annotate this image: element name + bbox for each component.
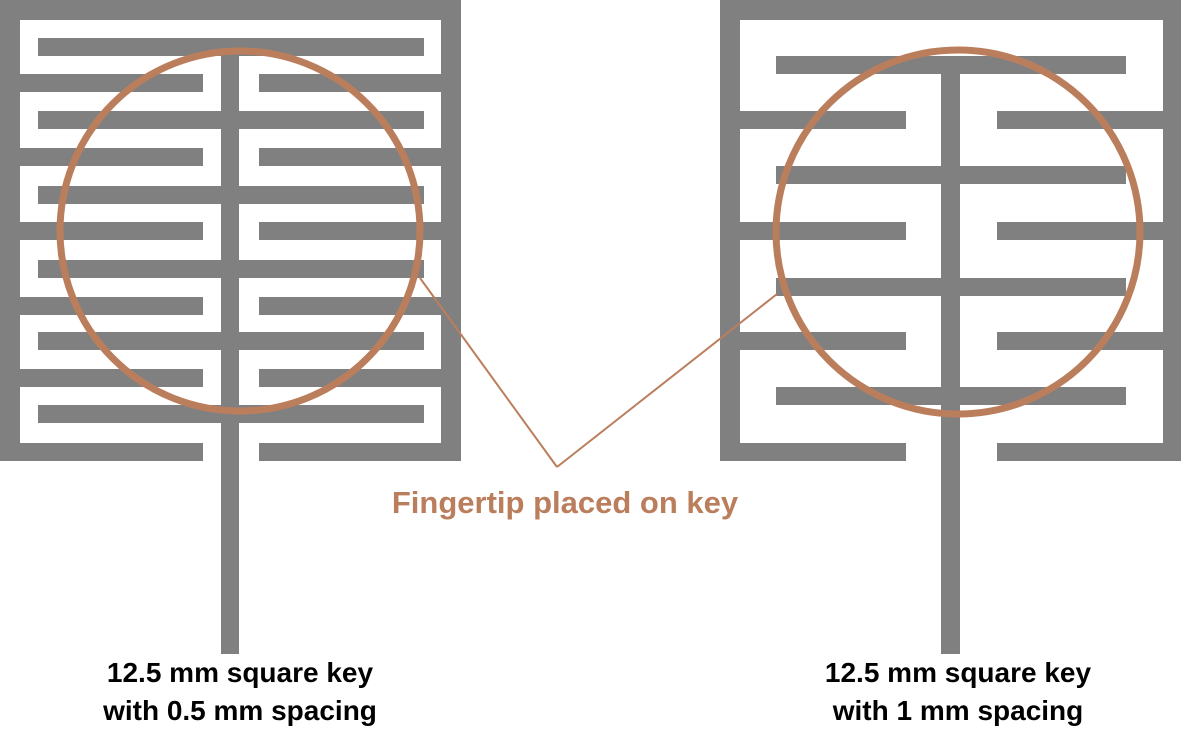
outer-electrode-top-bar bbox=[0, 0, 461, 20]
outer-electrode-finger-right bbox=[259, 148, 441, 166]
outer-electrode-left-bar bbox=[720, 0, 740, 461]
key-1mm-spacing-electrode bbox=[720, 0, 1181, 654]
outer-electrode-finger-right bbox=[997, 111, 1163, 129]
key-caption-right: 12.5 mm square key with 1 mm spacing bbox=[758, 654, 1158, 730]
outer-electrode-finger-left bbox=[20, 148, 203, 166]
outer-electrode-finger-left bbox=[740, 222, 906, 240]
inner-electrode-finger bbox=[38, 186, 424, 204]
outer-electrode-right-bar bbox=[1163, 0, 1181, 461]
inner-electrode-finger bbox=[38, 111, 424, 129]
outer-electrode-finger-right bbox=[259, 297, 441, 315]
callout-pointer-right bbox=[556, 293, 778, 468]
key-caption-right-line2: with 1 mm spacing bbox=[832, 695, 1084, 726]
outer-electrode-left-bar bbox=[0, 0, 20, 461]
fingertip-circle-right bbox=[772, 46, 1144, 418]
outer-electrode-finger-left bbox=[740, 332, 906, 350]
key-caption-right-line1: 12.5 mm square key bbox=[824, 657, 1092, 688]
fingertip-circle-left bbox=[56, 47, 424, 415]
callout-pointer-left bbox=[419, 277, 558, 468]
inner-electrode-finger bbox=[776, 166, 1126, 184]
outer-electrode-finger-left bbox=[20, 74, 203, 92]
key-caption-left-line2: with 0.5 mm spacing bbox=[103, 695, 377, 726]
outer-electrode-finger-right bbox=[997, 332, 1163, 350]
key-caption-left: 12.5 mm square key with 0.5 mm spacing bbox=[40, 654, 440, 730]
inner-electrode-spine bbox=[221, 56, 239, 654]
key-0-5mm-spacing-electrode bbox=[0, 0, 461, 654]
inner-electrode-finger bbox=[776, 56, 1126, 74]
inner-electrode-finger bbox=[776, 387, 1126, 405]
outer-electrode-finger-right bbox=[259, 369, 441, 387]
outer-electrode-finger-left bbox=[20, 369, 203, 387]
outer-electrode-right-bar bbox=[441, 0, 461, 461]
inner-electrode-finger bbox=[38, 332, 424, 350]
outer-electrode-bottom-right-bar bbox=[259, 443, 461, 461]
outer-electrode-bottom-right-bar bbox=[997, 443, 1181, 461]
inner-electrode-finger bbox=[38, 38, 424, 56]
outer-electrode-finger-left bbox=[20, 222, 203, 240]
outer-electrode-bottom-left-bar bbox=[0, 443, 203, 461]
outer-electrode-finger-right bbox=[997, 222, 1163, 240]
inner-electrode-finger bbox=[776, 278, 1126, 296]
outer-electrode-finger-left bbox=[740, 111, 906, 129]
outer-electrode-finger-left bbox=[20, 297, 203, 315]
outer-electrode-bottom-left-bar bbox=[720, 443, 906, 461]
key-caption-left-line1: 12.5 mm square key bbox=[106, 657, 374, 688]
inner-electrode-finger bbox=[38, 260, 424, 278]
outer-electrode-finger-right bbox=[259, 222, 441, 240]
outer-electrode-finger-right bbox=[259, 74, 441, 92]
outer-electrode-top-bar bbox=[720, 0, 1181, 20]
inner-electrode-spine bbox=[941, 56, 960, 654]
fingertip-callout-label: Fingertip placed on key bbox=[391, 485, 739, 520]
